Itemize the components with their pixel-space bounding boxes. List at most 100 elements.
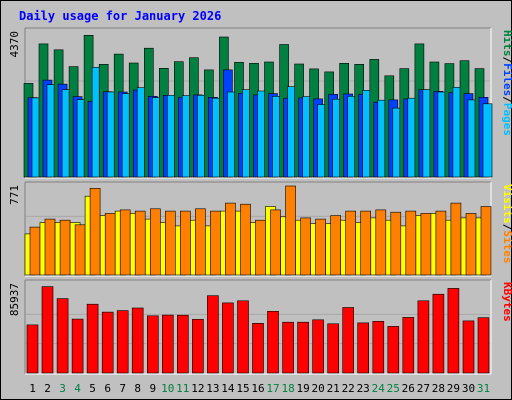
bar-kbytes-day-18: [282, 321, 294, 374]
x-label-day-11: 11: [176, 382, 189, 395]
x-label-day-20: 20: [311, 382, 324, 395]
bar-sites-day-13: [210, 210, 221, 276]
x-label-day-25: 25: [387, 382, 400, 395]
bar-kbytes-day-19: [297, 321, 309, 374]
bar-kbytes-day-6: [101, 311, 114, 374]
bar-kbytes-day-11: [177, 314, 189, 374]
x-label-day-23: 23: [357, 382, 370, 395]
legend-item-middle-0: Visits: [501, 184, 512, 224]
bar-sites-day-8: [134, 210, 146, 276]
bar-sites-day-20: [315, 218, 326, 276]
bar-kbytes-day-2: [41, 286, 54, 374]
bar-kbytes-day-3: [56, 298, 69, 374]
bar-kbytes-day-24: [372, 320, 385, 374]
legend-middle: Visits/Sites: [501, 184, 512, 264]
legend-item-top-0: Hits: [501, 30, 512, 57]
bar-kbytes-day-7: [116, 310, 129, 374]
x-label-day-30: 30: [462, 382, 475, 395]
bar-sites-day-24: [375, 209, 387, 276]
panel-hits-files-pages: 4370: [8, 27, 493, 179]
x-label-day-16: 16: [251, 382, 264, 395]
chart-panels: 4370 771 85937: [8, 27, 493, 375]
bar-sites-day-27: [420, 213, 432, 276]
bar-kbytes-day-30: [462, 320, 475, 374]
bar-kbytes-day-4: [71, 318, 84, 374]
x-label-day-1: 1: [29, 382, 36, 395]
bar-kbytes-day-25: [387, 326, 400, 374]
legend-item-top-4: Pages: [501, 103, 512, 136]
bar-kbytes-day-8: [131, 307, 144, 374]
bar-sites-day-21: [330, 215, 342, 276]
bar-sites-day-26: [405, 210, 417, 276]
x-label-day-19: 19: [296, 382, 309, 395]
bar-kbytes-day-28: [432, 293, 445, 374]
x-label-day-14: 14: [221, 382, 235, 395]
bar-sites-day-29: [450, 202, 462, 276]
x-label-day-18: 18: [281, 382, 294, 395]
bar-sites-day-10: [165, 210, 176, 276]
bar-sites-day-25: [390, 211, 402, 276]
x-label-day-2: 2: [44, 382, 51, 395]
x-label-day-15: 15: [236, 382, 249, 395]
bar-kbytes-day-1: [26, 324, 39, 374]
bar-pages-day-31: [482, 103, 493, 178]
bar-sites-day-9: [150, 208, 161, 276]
legend-item-top-1: /: [501, 57, 512, 64]
bar-kbytes-day-16: [252, 322, 264, 374]
x-label-day-8: 8: [134, 382, 141, 395]
x-label-day-28: 28: [432, 382, 445, 395]
x-label-day-17: 17: [266, 382, 279, 395]
bar-sites-day-19: [300, 217, 311, 276]
x-label-day-13: 13: [206, 382, 219, 395]
bar-sites-day-4: [74, 224, 86, 276]
legend-item-top-2: Files: [501, 63, 512, 96]
bar-kbytes-day-22: [342, 307, 355, 374]
x-label-day-21: 21: [327, 382, 340, 395]
x-label-day-31: 31: [477, 382, 490, 395]
x-label-day-22: 22: [342, 382, 355, 395]
bar-kbytes-day-21: [327, 323, 340, 374]
bar-kbytes-day-12: [192, 318, 204, 374]
bar-kbytes-day-15: [237, 300, 249, 374]
x-label-day-5: 5: [89, 382, 96, 395]
y-max-label: 771: [8, 185, 21, 205]
panel-visits-sites: 771: [8, 181, 492, 277]
y-max-label: 85937: [8, 283, 21, 316]
x-label-day-24: 24: [372, 382, 386, 395]
bar-sites-day-14: [225, 202, 236, 276]
bar-sites-day-23: [360, 210, 372, 276]
bar-kbytes-day-9: [147, 315, 159, 374]
bar-sites-day-1: [29, 226, 41, 276]
panel-kbytes: 85937: [8, 279, 492, 375]
x-label-day-12: 12: [191, 382, 204, 395]
bar-kbytes-day-29: [447, 288, 460, 374]
bar-kbytes-day-17: [267, 310, 279, 374]
bar-sites-day-15: [240, 203, 251, 276]
bar-sites-day-16: [255, 219, 266, 276]
legend-top: Hits/Files/Pages: [501, 30, 512, 136]
x-label-day-9: 9: [149, 382, 156, 395]
bar-kbytes-day-20: [312, 319, 324, 374]
bar-sites-day-18: [285, 185, 296, 276]
bar-sites-day-11: [180, 210, 191, 276]
bar-sites-day-17: [270, 209, 281, 276]
bar-sites-day-28: [435, 210, 447, 276]
y-max-label: 4370: [8, 31, 21, 58]
legend-bottom: KBytes: [501, 282, 512, 322]
bar-sites-day-22: [345, 210, 357, 276]
x-label-day-3: 3: [59, 382, 66, 395]
bar-sites-day-7: [119, 209, 131, 276]
bar-sites-day-5: [89, 188, 101, 276]
chart-title: Daily usage for January 2026: [19, 9, 221, 23]
x-label-day-27: 27: [417, 382, 430, 395]
bar-sites-day-30: [465, 213, 477, 276]
bar-sites-day-31: [480, 206, 492, 276]
bar-kbytes-day-27: [417, 300, 430, 374]
bar-kbytes-day-5: [86, 303, 99, 374]
legend-item-bottom-0: KBytes: [501, 282, 512, 322]
bar-sites-day-2: [44, 218, 56, 276]
x-label-day-29: 29: [447, 382, 460, 395]
x-label-day-7: 7: [119, 382, 126, 395]
